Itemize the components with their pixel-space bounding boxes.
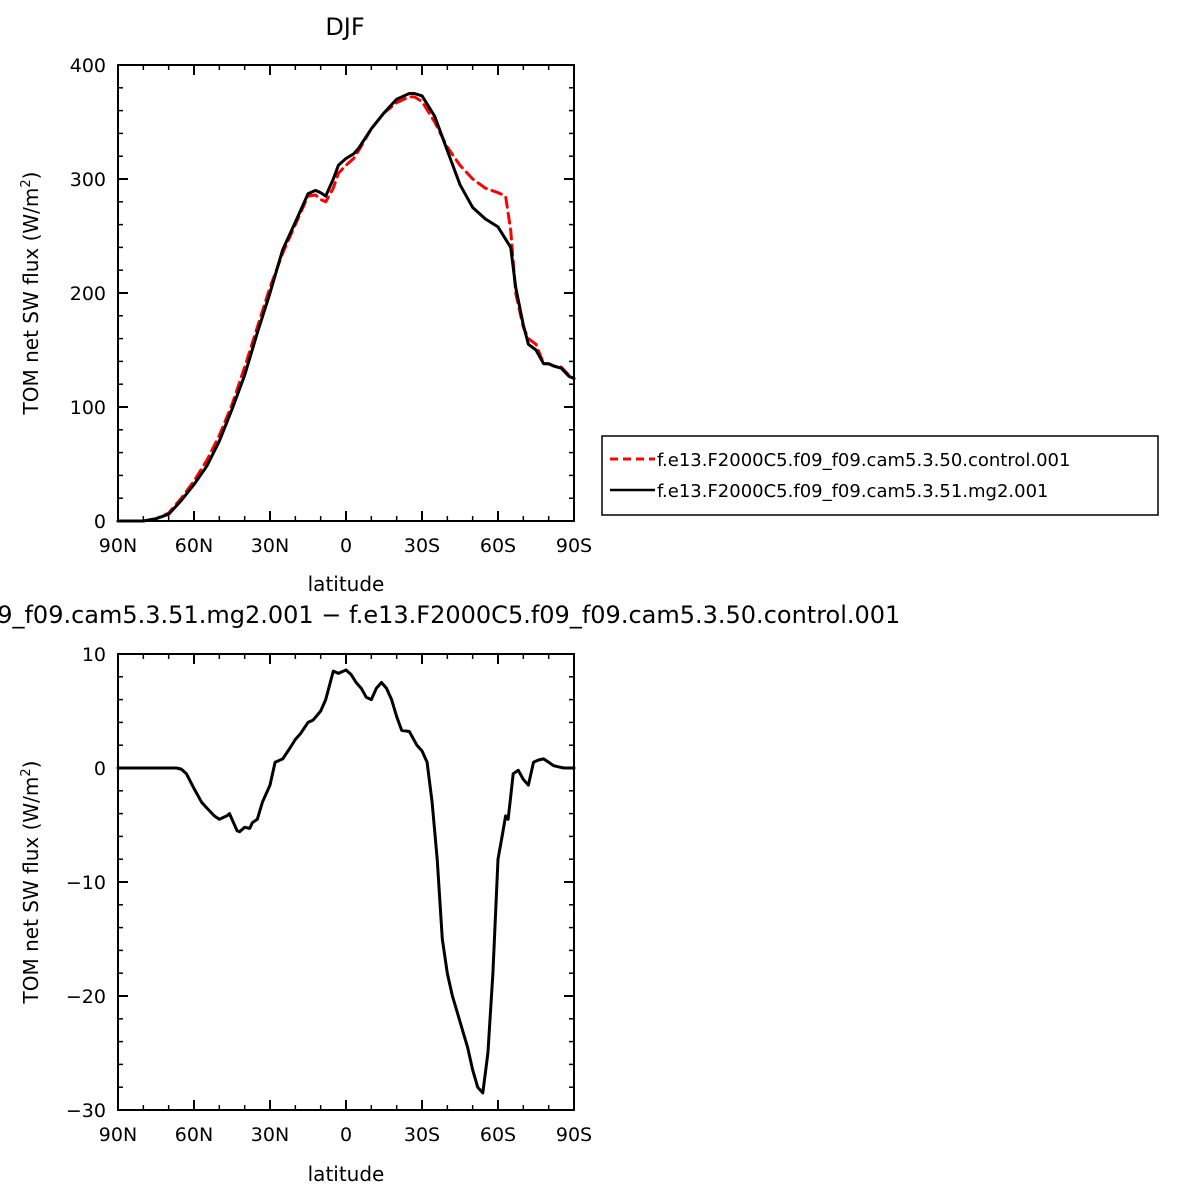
- top-y-tick-label: 0: [94, 511, 106, 533]
- top-x-tick-label: 30N: [251, 535, 289, 557]
- panel-top-djf: DJF 90N 60N 30N 0 30S 60S 90S 0 100 200 300 400 lat…: [19, 13, 1159, 596]
- legend-box: [601, 435, 1159, 516]
- top-y-tick-label: 300: [70, 169, 106, 191]
- bottom-x-tick-label: 30N: [251, 1124, 289, 1146]
- panel-top-title: DJF: [325, 13, 364, 41]
- legend-entry-mg2: f.e13.F2000C5.f09_f09.cam5.3.51.mg2.001: [657, 481, 1048, 502]
- bottom-x-axis-label: latitude: [308, 1162, 385, 1186]
- top-x-tick-label: 30S: [404, 535, 440, 557]
- top-y-tick-label: 200: [70, 283, 106, 305]
- top-axis-ticks: 90N 60N 30N 0 30S 60S 90S 0 100 200 300 400: [70, 55, 592, 557]
- panel-bottom-difference: f.e13.F2000C5.f09_f09.cam5.3.51.mg2.001 …: [0, 601, 900, 1186]
- bottom-x-tick-label: 30S: [404, 1124, 440, 1146]
- panel-bottom-title: f.e13.F2000C5.f09_f09.cam5.3.51.mg2.001 …: [0, 601, 900, 629]
- top-plot-frame: [117, 64, 575, 522]
- bottom-y-tick-label: −30: [66, 1100, 106, 1122]
- bottom-y-tick-label: 0: [94, 758, 106, 780]
- bottom-series-line-0: [116, 668, 576, 1095]
- bottom-y-tick-label: 10: [82, 644, 106, 666]
- top-y-axis-label: TOM net SW flux (W/m2): [19, 172, 43, 416]
- top-x-tick-label: 90S: [556, 535, 592, 557]
- bottom-y-axis-label: TOM net SW flux (W/m2): [19, 761, 43, 1005]
- legend-entry-control: f.e13.F2000C5.f09_f09.cam5.3.50.control.…: [657, 450, 1070, 471]
- bottom-x-tick-label: 60N: [175, 1124, 213, 1146]
- top-x-tick-label: 60N: [175, 535, 213, 557]
- top-series-lines: [116, 92, 576, 523]
- top-x-tick-label: 0: [340, 535, 352, 557]
- top-y-tick-label: 400: [70, 55, 106, 77]
- top-x-axis-label: latitude: [308, 572, 385, 596]
- top-x-tick-label: 60S: [480, 535, 516, 557]
- bottom-plot-frame: [117, 653, 575, 1111]
- top-x-tick-label: 90N: [99, 535, 137, 557]
- top-legend: f.e13.F2000C5.f09_f09.cam5.3.50.control.…: [601, 435, 1159, 516]
- bottom-y-tick-label: −10: [66, 872, 106, 894]
- bottom-x-tick-label: 0: [340, 1124, 352, 1146]
- bottom-x-tick-label: 90S: [556, 1124, 592, 1146]
- bottom-series-lines: [116, 668, 576, 1095]
- top-series-line-0: [116, 95, 576, 523]
- top-series-line-1: [116, 92, 576, 523]
- bottom-x-tick-label: 90N: [99, 1124, 137, 1146]
- bottom-axis-ticks: 90N 60N 30N 0 30S 60S 90S 10 0 −10 −20 −30: [66, 644, 592, 1146]
- bottom-y-tick-label: −20: [66, 986, 106, 1008]
- top-y-tick-label: 100: [70, 397, 106, 419]
- bottom-x-tick-label: 60S: [480, 1124, 516, 1146]
